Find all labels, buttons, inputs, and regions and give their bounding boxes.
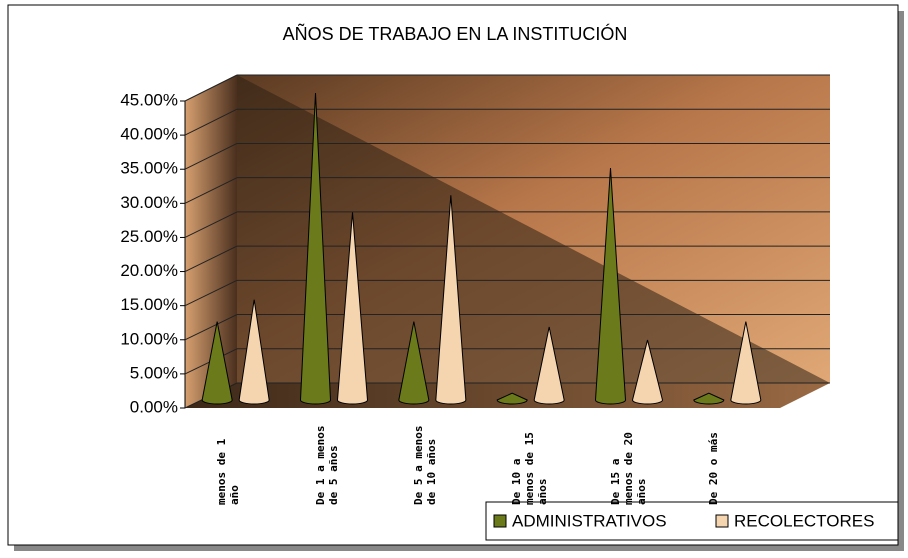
y-tick-label: 5.00% <box>130 363 178 382</box>
chart-title: AÑOS DE TRABAJO EN LA INSTITUCIÓN <box>283 23 628 44</box>
cone <box>435 195 467 405</box>
cone <box>730 321 762 405</box>
cone <box>496 392 528 405</box>
x-tick-label: De 1 a menos de 5 años <box>313 425 340 505</box>
legend-swatch <box>493 514 507 528</box>
legend <box>485 501 899 541</box>
cone <box>398 321 430 405</box>
x-tick-label: De 15 a menos de 20 años <box>608 432 648 505</box>
y-tick-label: 20.00% <box>120 261 178 280</box>
y-tick-label: 15.00% <box>120 295 178 314</box>
grid-line <box>184 142 238 170</box>
legend-label: ADMINISTRATIVOS <box>512 511 667 530</box>
legend-swatch <box>715 514 729 528</box>
cone <box>594 168 627 405</box>
y-tick-label: 25.00% <box>120 227 178 246</box>
y-tick-label: 0.00% <box>130 397 178 416</box>
x-tick-label: De 10 a menos de 15 años <box>510 432 550 505</box>
side-wall <box>185 75 237 408</box>
y-tick-label: 30.00% <box>120 193 178 212</box>
cone <box>631 339 664 405</box>
grid-line <box>184 177 238 204</box>
x-tick-label: De 20 o más <box>706 432 720 505</box>
x-tick-label: menos de 1 año <box>215 438 242 505</box>
y-tick-label: 10.00% <box>120 329 178 348</box>
grid-line <box>184 314 238 341</box>
y-tick-label: 40.00% <box>120 125 178 144</box>
grid-line <box>184 245 238 273</box>
legend-label: RECOLECTORES <box>734 511 874 530</box>
grid-line <box>184 74 238 102</box>
cone <box>336 212 369 405</box>
grid-line <box>184 108 238 136</box>
cone <box>201 321 233 405</box>
grid-line <box>184 279 238 307</box>
cone <box>533 326 565 405</box>
x-tick-label: De 5 a menos de 10 años <box>411 425 438 505</box>
cone <box>299 92 332 405</box>
y-tick-label: 45.00% <box>120 90 178 109</box>
wall-shade <box>237 75 830 383</box>
cone <box>693 392 725 405</box>
y-tick-label: 35.00% <box>120 159 178 178</box>
cone <box>238 299 270 405</box>
grid-line <box>184 211 238 238</box>
